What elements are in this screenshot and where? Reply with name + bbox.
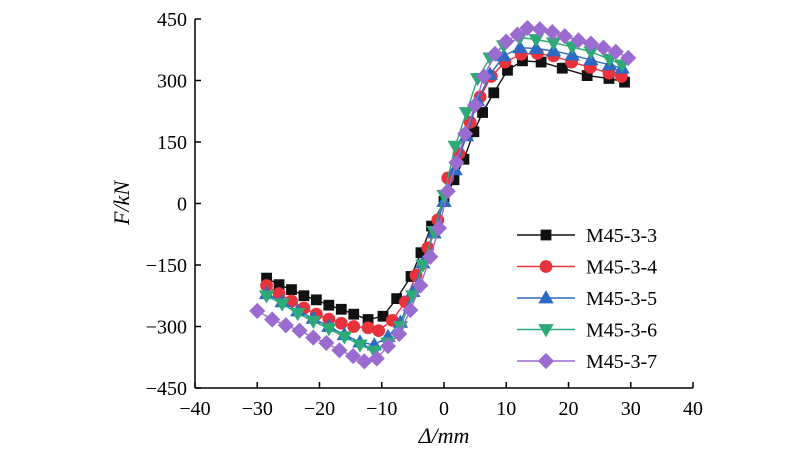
legend-label: M45-3-7: [586, 351, 657, 373]
x-tick-label: 10: [496, 398, 516, 420]
data-point: [379, 338, 397, 355]
x-tick-label: 0: [439, 398, 449, 420]
data-point: [368, 350, 385, 367]
legend-marker: [540, 229, 552, 241]
y-tick-label: 0: [177, 194, 187, 216]
data-point: [291, 322, 308, 339]
data-point: [335, 303, 347, 315]
series-layer: [249, 19, 637, 370]
y-ticks: −450 −300 −150 0 150 300 450: [146, 9, 201, 400]
data-point: [528, 34, 544, 48]
data-point: [331, 342, 348, 359]
data-point: [352, 339, 368, 353]
data-point: [475, 68, 492, 85]
data-point: [361, 321, 375, 335]
data-point: [290, 307, 306, 322]
data-point: [528, 40, 544, 54]
data-point: [582, 35, 599, 52]
data-point: [348, 308, 360, 320]
x-tick-label: 40: [683, 398, 703, 420]
data-point: [447, 140, 463, 154]
data-point: [274, 298, 290, 312]
data-point: [391, 325, 408, 342]
x-tick-label: −30: [242, 398, 273, 420]
data-point: [286, 284, 297, 296]
data-point: [467, 97, 484, 114]
y-tick-label: 450: [157, 9, 187, 31]
data-point: [334, 316, 348, 330]
data-point: [298, 290, 310, 302]
legend-label: M45-3-4: [586, 257, 657, 279]
y-tick-label: −150: [146, 255, 187, 277]
data-point: [415, 259, 431, 273]
legend-item: M45-3-5: [517, 288, 657, 310]
legend-label: M45-3-3: [586, 225, 657, 247]
data-point: [321, 323, 337, 337]
series-M45-3-7: [249, 19, 637, 370]
data-point: [310, 294, 322, 306]
y-tick-label: −300: [146, 317, 187, 339]
data-point: [249, 302, 266, 319]
legend-item: M45-3-4: [517, 257, 657, 279]
x-tick-label: 20: [559, 398, 579, 420]
legend-marker: [538, 324, 554, 338]
data-point: [258, 290, 275, 304]
data-point: [570, 32, 587, 49]
legend-item: M45-3-6: [517, 320, 657, 342]
x-tick-label: 30: [621, 398, 641, 420]
data-point: [512, 39, 528, 54]
legend-item: M45-3-7: [517, 351, 657, 373]
data-point: [595, 39, 612, 56]
data-point: [347, 320, 361, 333]
x-ticks: −40 −30 −20 −10 0 10 20 30 40: [179, 382, 703, 420]
y-axis-title: F/kN: [109, 180, 134, 226]
data-point: [607, 43, 624, 60]
data-point: [519, 19, 536, 37]
data-point: [412, 277, 429, 294]
legend-marker: [539, 260, 553, 273]
data-point: [323, 299, 335, 311]
data-point: [305, 315, 321, 329]
data-point: [402, 302, 419, 319]
data-point: [318, 334, 335, 351]
data-point: [305, 329, 322, 346]
data-point: [448, 154, 465, 171]
y-tick-label: −450: [146, 378, 187, 400]
data-point: [372, 324, 386, 338]
x-tick-label: −10: [366, 398, 397, 420]
x-axis-title: Δ/mm: [418, 423, 470, 448]
data-point: [277, 317, 294, 334]
data-point: [486, 45, 504, 62]
y-tick-label: 300: [157, 71, 187, 93]
data-point: [556, 62, 568, 74]
data-point: [422, 248, 439, 265]
x-tick-label: −40: [179, 398, 210, 420]
data-point: [509, 26, 526, 43]
data-point: [544, 24, 561, 41]
data-point: [531, 21, 548, 38]
data-point: [336, 331, 353, 345]
data-point: [556, 28, 573, 45]
legend-item: M45-3-3: [517, 225, 657, 247]
legend-marker: [537, 352, 555, 370]
data-point: [498, 33, 515, 50]
legend-label: M45-3-5: [586, 288, 657, 310]
x-tick-label: −20: [304, 398, 335, 420]
data-point: [439, 183, 456, 200]
data-point: [601, 53, 618, 67]
data-point: [457, 125, 474, 142]
data-point: [264, 311, 281, 328]
data-point: [477, 107, 488, 118]
data-point: [620, 49, 637, 67]
axes: −40 −30 −20 −10 0 10 20 30 40 −450 −300 −150 0 150 30…: [146, 9, 703, 420]
y-tick-label: 150: [157, 132, 187, 154]
data-point: [430, 220, 448, 237]
legend-marker: [538, 290, 554, 304]
legend: M45-3-3 M45-3-4 M45-3-5 M45-3-6 M45-3-7: [517, 225, 657, 373]
legend-label: M45-3-6: [586, 320, 657, 342]
data-point: [345, 347, 362, 365]
data-point: [488, 87, 500, 99]
data-point: [458, 107, 475, 121]
